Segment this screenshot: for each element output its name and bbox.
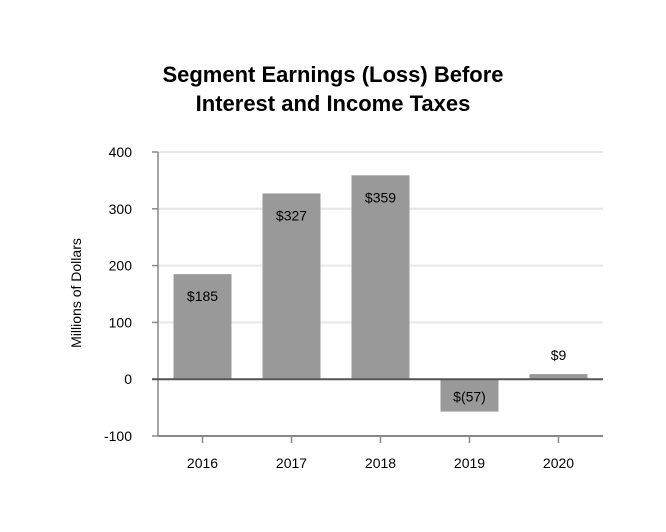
bar-2017 (262, 193, 321, 380)
data-label: $327 (276, 207, 307, 223)
x-tick-label: 2018 (365, 455, 396, 471)
data-label: $185 (187, 288, 218, 304)
chart-title-line-2: Interest and Income Taxes (195, 91, 471, 116)
chart-title-line-1: Segment Earnings (Loss) Before (162, 62, 504, 87)
x-tick-label: 2020 (543, 455, 574, 471)
y-axis-title: Millions of Dollars (68, 238, 84, 348)
y-tick-label: -100 (104, 428, 132, 444)
x-tick-label: 2016 (187, 455, 218, 471)
labels: -100 0 100 200 300 400 2016 2017 2018 2019 2020 $18… (104, 144, 574, 471)
bars (173, 175, 588, 412)
y-tick-label: 300 (109, 201, 133, 217)
bar-2020 (529, 374, 588, 380)
bar-2018 (351, 175, 410, 380)
y-tick-label: 0 (124, 371, 132, 387)
data-label: $9 (551, 347, 567, 363)
x-tick-label: 2019 (454, 455, 485, 471)
y-tick-label: 400 (109, 144, 133, 160)
data-label: $(57) (453, 389, 486, 405)
x-tick-label: 2017 (276, 455, 307, 471)
bar-2016 (173, 274, 232, 380)
y-tick-label: 100 (109, 314, 133, 330)
axes (152, 151, 603, 443)
bar-2019 (440, 379, 499, 412)
y-tick-label: 200 (109, 258, 133, 274)
data-label: $359 (365, 189, 396, 205)
